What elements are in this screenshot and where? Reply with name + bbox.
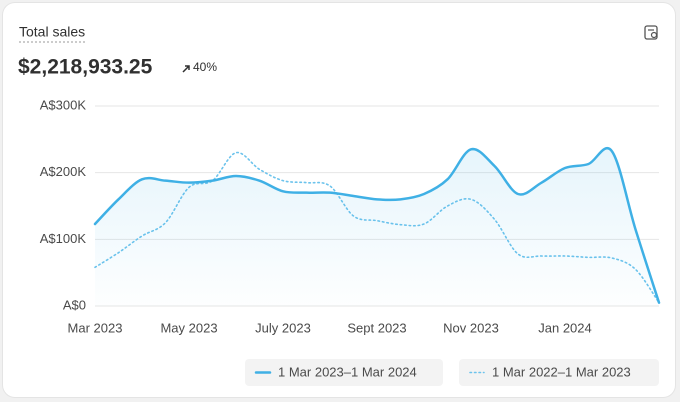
legend-label: 1 Mar 2023–1 Mar 2024 — [278, 364, 417, 379]
legend-label: 1 Mar 2022–1 Mar 2023 — [492, 364, 631, 379]
change-arrow — [182, 65, 190, 73]
legend-box[interactable] — [459, 359, 659, 386]
total-value: $2,218,933.25 — [18, 56, 153, 79]
x-tick-label: Sept 2023 — [347, 320, 406, 335]
area — [95, 148, 659, 306]
x-tick-label: Jan 2024 — [538, 320, 592, 335]
legend-box[interactable] — [245, 359, 443, 386]
report-icon[interactable] — [644, 25, 658, 40]
x-tick-label: May 2023 — [160, 320, 217, 335]
series-line — [93, 147, 661, 304]
x-tick-label: Mar 2023 — [68, 320, 123, 335]
y-tick-label: A$100K — [40, 231, 87, 246]
chart-title[interactable]: Total sales — [19, 24, 85, 40]
change-value: 40% — [193, 60, 217, 74]
x-tick-label: July 2023 — [255, 320, 311, 335]
y-tick-label: A$0 — [63, 297, 86, 312]
y-tick-label: A$300K — [40, 97, 87, 112]
y-tick-label: A$200K — [40, 164, 87, 179]
x-tick-label: Nov 2023 — [443, 320, 499, 335]
